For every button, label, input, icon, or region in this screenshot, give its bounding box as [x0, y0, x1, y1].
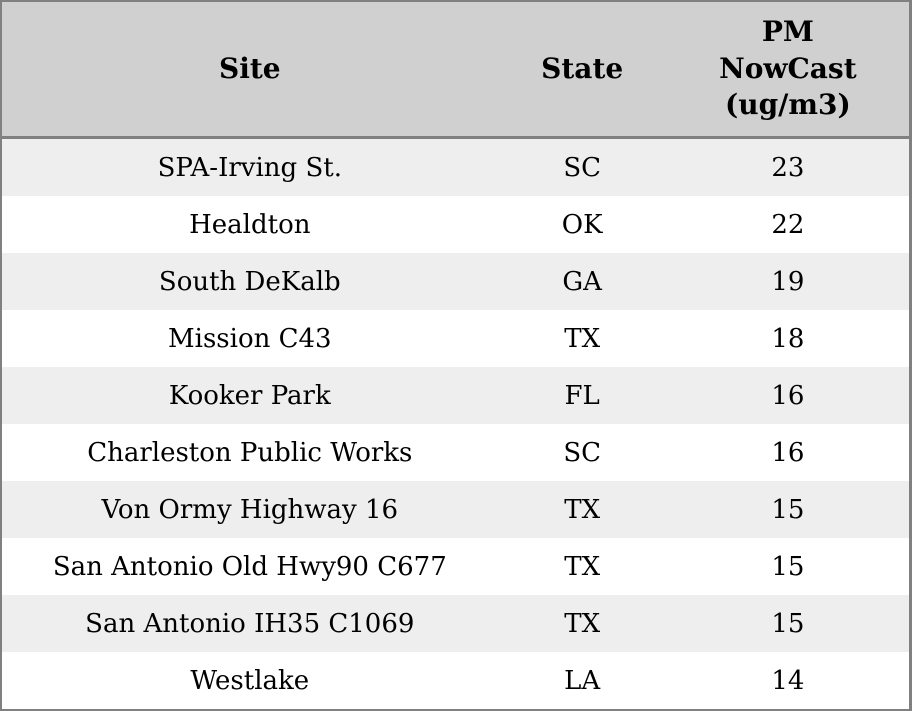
state-cell: OK: [561, 209, 603, 240]
state-cell: FL: [564, 380, 600, 411]
pm-nowcast-cell: 16: [771, 380, 805, 411]
table-body: SPA-Irving St. SC 23 Healdton OK 22 South DeKa…: [1, 137, 911, 711]
table-row: San Antonio Old Hwy90 C677 TX 15: [1, 538, 911, 595]
site-cell: Kooker Park: [168, 380, 331, 411]
state-cell: TX: [564, 323, 601, 354]
pm-nowcast-cell: 22: [771, 209, 805, 240]
state-cell: SC: [563, 437, 602, 468]
site-cell: San Antonio Old Hwy90 C677: [52, 551, 447, 582]
column-header-state: State: [497, 1, 667, 139]
table-row: Westlake LA 14: [1, 652, 911, 711]
state-cell: LA: [564, 665, 601, 696]
pm-nowcast-cell: 16: [771, 437, 805, 468]
pm-nowcast-cell: 23: [771, 152, 805, 183]
state-cell: GA: [562, 266, 602, 297]
site-cell: San Antonio IH35 C1069: [85, 608, 415, 639]
column-header-pm-nowcast: PM NowCast (ug/m3): [666, 1, 911, 139]
site-cell: Mission C43: [168, 323, 332, 354]
state-cell: TX: [564, 608, 601, 639]
pm-nowcast-cell: 14: [771, 665, 805, 696]
table-header: Site State PM NowCast (ug/m3): [1, 1, 911, 139]
site-cell: Charleston Public Works: [87, 437, 413, 468]
table-row: Mission C43 TX 18: [1, 310, 911, 367]
table-row: Charleston Public Works SC 16: [1, 424, 911, 481]
header-row: Site State PM NowCast (ug/m3): [1, 1, 911, 139]
column-header-site: Site: [1, 1, 498, 139]
pm-nowcast-cell: 18: [771, 323, 805, 354]
pm-nowcast-cell: 15: [771, 551, 805, 582]
site-cell: Westlake: [190, 665, 310, 696]
site-cell: South DeKalb: [158, 266, 341, 297]
pm-nowcast-cell: 19: [771, 266, 805, 297]
table-row: South DeKalb GA 19: [1, 253, 911, 310]
table-row: San Antonio IH35 C1069 TX 15: [1, 595, 911, 652]
state-cell: TX: [564, 551, 601, 582]
pm-nowcast-cell: 15: [771, 608, 805, 639]
site-cell: SPA-Irving St.: [157, 152, 342, 183]
site-cell: Healdton: [189, 209, 311, 240]
site-cell: Von Ormy Highway 16: [101, 494, 399, 525]
table-row: Kooker Park FL 16: [1, 367, 911, 424]
state-cell: TX: [564, 494, 601, 525]
state-cell: SC: [563, 152, 602, 183]
table-row: Healdton OK 22: [1, 196, 911, 253]
pm-nowcast-cell: 15: [771, 494, 805, 525]
table-row: SPA-Irving St. SC 23: [1, 137, 911, 196]
table-row: Von Ormy Highway 16 TX 15: [1, 481, 911, 538]
